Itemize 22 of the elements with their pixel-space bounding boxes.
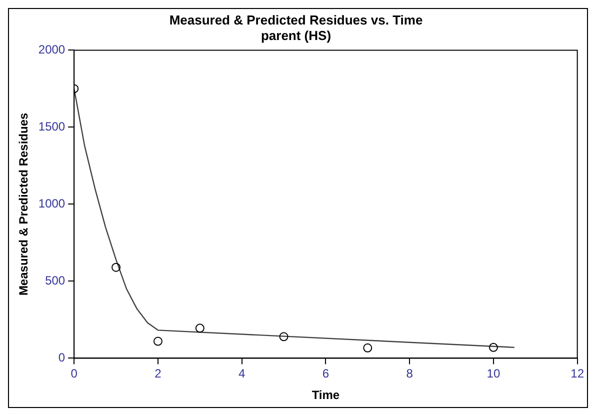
x-tick-label: 6 (322, 366, 330, 381)
x-tick-label: 4 (238, 366, 246, 381)
x-tick-label: 10 (486, 366, 500, 381)
y-tick-label: 1500 (38, 120, 66, 134)
point (195, 324, 204, 333)
chart-title: Measured & Predicted Residues vs. Time (169, 12, 423, 28)
x-tick-label: 0 (70, 366, 78, 381)
y-tick-label: 500 (45, 274, 66, 288)
y-tick-label: 2000 (38, 42, 66, 57)
y-tick-label: 1000 (38, 196, 66, 211)
point (279, 332, 288, 342)
x-tick-label: 8 (406, 366, 414, 381)
point (112, 262, 121, 272)
x-tick-label: 2 (154, 366, 162, 381)
y-tick-label: 0 (58, 350, 66, 365)
x-axis-title: Time (312, 388, 340, 402)
point (488, 342, 498, 352)
x-tick-label: 12 (570, 366, 584, 381)
y-axis-title: Measured & Predicted Residues (16, 112, 31, 296)
point (363, 343, 372, 352)
point (153, 336, 162, 346)
chart-subtitle: parent (HS) (260, 28, 332, 43)
